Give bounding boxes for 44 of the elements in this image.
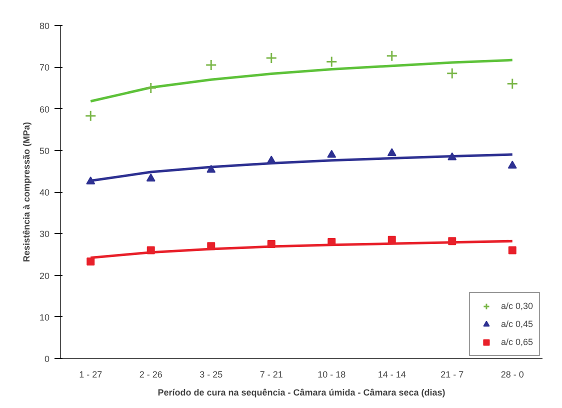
point — [327, 150, 336, 158]
x-tick-label: 2 - 26 — [139, 370, 162, 380]
point — [326, 56, 338, 68]
point — [146, 174, 156, 182]
point — [448, 237, 456, 246]
y-tick-label: 30 — [39, 229, 50, 240]
x-axis-title: Período de cura na sequência - Câmara úmida - Câmara seca (dias) — [158, 388, 446, 398]
y-tick-label: 70 — [39, 62, 50, 73]
x-tick-label: 21 - 7 — [440, 370, 464, 380]
x-tick-label: 3 - 25 — [200, 370, 223, 380]
legend-label: a/c 0,65 — [500, 336, 533, 349]
y-tick-label: 40 — [39, 188, 50, 198]
point — [508, 160, 517, 169]
point — [86, 258, 95, 266]
y-tick-label: 0 — [44, 354, 50, 364]
point — [387, 148, 396, 156]
x-tick-label: 28 - 0 — [500, 370, 524, 380]
point — [446, 68, 458, 80]
x-tick-label: 7 - 21 — [260, 370, 283, 380]
legend-label: a/c 0,30 — [500, 300, 533, 313]
x-tick-label: 14 - 14 — [378, 370, 406, 380]
x-tick-label: 1 - 27 — [79, 370, 102, 380]
point — [145, 82, 157, 94]
point — [207, 242, 216, 250]
y-axis-title: Resistência à compressão (MPa) — [21, 122, 32, 262]
point — [86, 176, 96, 184]
point — [205, 59, 217, 71]
point — [206, 164, 216, 173]
legend-label: a/c 0,45 — [500, 318, 533, 331]
point — [506, 78, 518, 90]
point — [448, 152, 457, 160]
point — [508, 246, 516, 254]
point — [386, 50, 398, 62]
y-tick-label: 10 — [39, 312, 50, 322]
point — [146, 246, 155, 254]
line-series — [89, 58, 514, 103]
point — [266, 52, 278, 64]
point — [84, 110, 96, 122]
x-tick-label: 10 - 18 — [318, 370, 346, 380]
y-tick-label: 20 — [39, 270, 50, 281]
point — [267, 240, 276, 248]
y-tick-label: 50 — [39, 146, 50, 156]
y-tick-label: 60 — [39, 104, 50, 114]
y-tick-label: 80 — [39, 21, 50, 31]
